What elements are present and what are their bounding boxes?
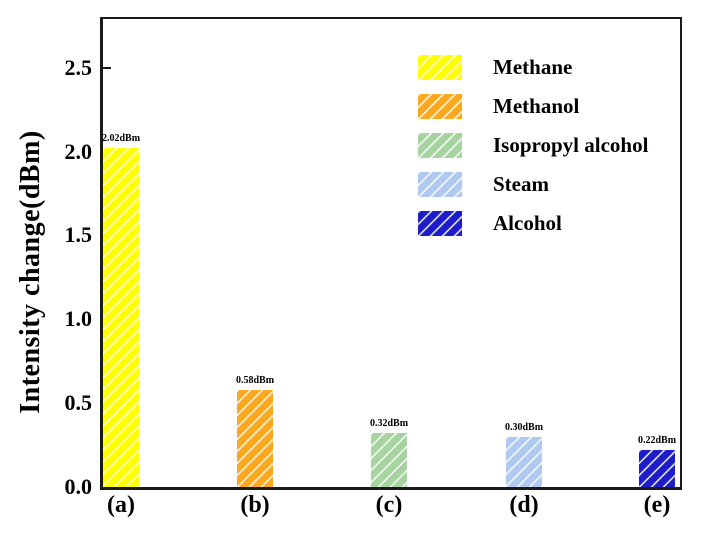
bar-alcohol: 0.22dBm	[638, 435, 676, 487]
x-tick-label-d: (d)	[509, 492, 539, 518]
y-tick-label-1: 0.5	[64, 390, 93, 415]
bar-methane: 2.02dBm	[102, 133, 140, 487]
y-axis-title: Intensity change(dBm)	[15, 130, 46, 414]
y-tick-mark	[103, 67, 111, 69]
legend-item-steam: Steam	[418, 172, 648, 197]
legend-item-isopropyl-alcohol: Isopropyl alcohol	[418, 133, 648, 158]
legend-swatch-steam	[418, 172, 462, 197]
y-tick-label-3: 1.5	[64, 222, 93, 247]
bar-steam: 0.30dBm	[505, 422, 543, 487]
y-tick-label-4: 2.0	[64, 139, 93, 164]
legend-label-methanol: Methanol	[493, 94, 580, 118]
legend-swatch-methane	[418, 55, 462, 80]
y-tick-label-0: 0.0	[64, 474, 93, 499]
legend-item-methanol: Methanol	[418, 94, 648, 119]
bar-methanol: 0.58dBm	[236, 375, 274, 487]
x-tick-label-b: (b)	[240, 492, 270, 518]
legend-swatch-isopropyl-alcohol	[418, 133, 462, 158]
legend: Methane Methanol Isopropyl alcohol Steam…	[418, 55, 648, 236]
legend-label-methane: Methane	[493, 55, 573, 79]
legend-swatch-methanol	[418, 94, 462, 119]
y-tick-mark	[103, 486, 111, 488]
bar-value-label-methanol: 0.58dBm	[235, 375, 275, 386]
x-tick-label-a: (a)	[107, 492, 135, 518]
x-tick-label-e: (e)	[643, 492, 671, 518]
bar-value-label-steam: 0.30dBm	[504, 422, 544, 433]
legend-label-alcohol: Alcohol	[493, 211, 562, 235]
legend-item-alcohol: Alcohol	[418, 211, 648, 236]
legend-label-isopropyl-alcohol: Isopropyl alcohol	[493, 133, 649, 157]
legend-swatch-alcohol	[418, 211, 462, 236]
bar-value-label-isopropyl-alcohol: 0.32dBm	[369, 418, 409, 429]
y-tick-label-2: 1.0	[64, 306, 93, 331]
bar-value-label-methane: 2.02dBm	[101, 133, 141, 144]
legend-item-methane: Methane	[418, 55, 648, 80]
bar-value-label-alcohol: 0.22dBm	[637, 435, 677, 446]
x-tick-label-c: (c)	[375, 492, 403, 518]
y-tick-label-5: 2.5	[64, 55, 93, 80]
bar-isopropyl-alcohol: 0.32dBm	[370, 418, 408, 487]
plot-area: 2.02dBm 0.58dBm 0.32dBm 0.30dBm 0.22dBm …	[100, 17, 682, 490]
legend-label-steam: Steam	[493, 172, 549, 196]
